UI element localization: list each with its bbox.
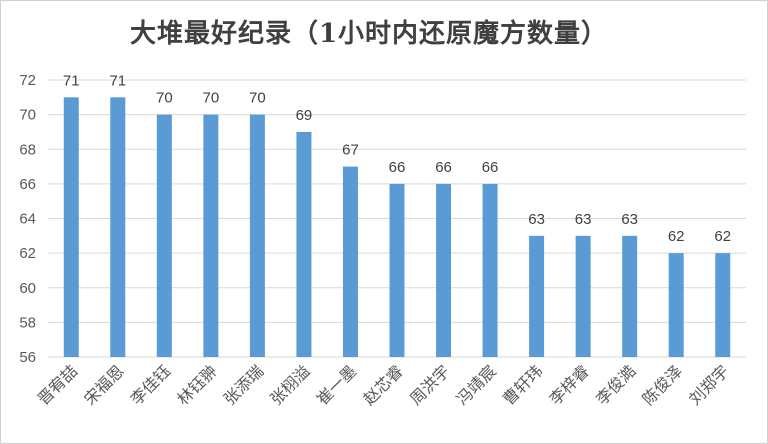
y-tick-label: 72 xyxy=(19,72,36,89)
data-label: 66 xyxy=(389,159,406,176)
data-label: 62 xyxy=(668,228,685,245)
x-tick-label: 李佳钰 xyxy=(127,361,174,408)
bar xyxy=(63,97,79,357)
y-tick-label: 64 xyxy=(19,211,36,228)
y-tick-label: 66 xyxy=(19,176,36,193)
bar xyxy=(575,235,591,357)
data-label: 69 xyxy=(296,107,313,124)
bar xyxy=(529,235,545,357)
bar xyxy=(482,183,498,357)
data-label: 70 xyxy=(203,90,220,107)
data-label: 70 xyxy=(249,90,266,107)
x-tick-label: 曹轩玮 xyxy=(499,361,546,408)
y-tick-label: 56 xyxy=(19,349,36,366)
data-label: 70 xyxy=(156,90,173,107)
x-tick-label: 赵芯睿 xyxy=(359,361,406,408)
y-tick-label: 58 xyxy=(19,314,36,331)
bar xyxy=(156,114,172,357)
y-tick-label: 70 xyxy=(19,107,36,124)
y-axis-ticks: 56 58 60 62 64 66 68 70 72 xyxy=(19,72,36,366)
chart-title: 大堆最好纪录（1小时内还原魔方数量） xyxy=(129,19,609,49)
bar xyxy=(436,183,452,357)
x-axis-ticks: 晋宥喆 宋福恩 李佳钰 林钰翀 张添瑞 张栩溢 崔一墨 赵芯睿 周洪宇 冯靖宸 曹轩玮 李梓睿 李俊澔陈… xyxy=(34,361,733,408)
x-tick-label: 张栩溢 xyxy=(266,361,313,408)
y-tick-label: 68 xyxy=(19,141,36,158)
bar xyxy=(110,97,126,357)
bar xyxy=(715,253,731,357)
x-tick-label: 周洪宇 xyxy=(406,361,453,408)
data-label: 63 xyxy=(575,211,592,228)
y-tick-label: 60 xyxy=(19,280,36,297)
data-labels: 71 71 70 70 70 69 67 66 66 66 63 63 63 62 62 xyxy=(63,72,731,245)
bar xyxy=(296,131,312,357)
bar xyxy=(203,114,219,357)
bars xyxy=(63,97,731,357)
bar xyxy=(342,166,358,357)
x-tick-label: 张添瑞 xyxy=(220,361,267,408)
data-label: 66 xyxy=(482,159,499,176)
data-label: 62 xyxy=(714,228,731,245)
x-tick-label: 刘郑宇 xyxy=(685,361,732,408)
bar xyxy=(249,114,265,357)
data-label: 63 xyxy=(621,211,638,228)
x-tick-label: 晋宥喆 xyxy=(34,361,81,408)
bar xyxy=(389,183,405,357)
x-tick-label: 陈俊泽 xyxy=(639,361,686,408)
data-label: 71 xyxy=(63,72,80,89)
x-tick-label: 李梓睿 xyxy=(546,361,593,408)
data-label: 66 xyxy=(435,159,452,176)
data-label: 63 xyxy=(528,211,545,228)
x-tick-label: 宋福恩 xyxy=(80,361,127,408)
y-tick-label: 62 xyxy=(19,245,36,262)
x-tick-label: 冯靖宸 xyxy=(453,361,500,408)
data-label: 67 xyxy=(342,142,359,159)
bar xyxy=(622,235,638,357)
data-label: 71 xyxy=(109,72,126,89)
x-tick-label: 崔一墨 xyxy=(313,361,360,408)
x-tick-label: 李俊澔 xyxy=(592,361,639,408)
bar xyxy=(668,253,684,357)
x-tick-label: 林钰翀 xyxy=(173,361,220,408)
